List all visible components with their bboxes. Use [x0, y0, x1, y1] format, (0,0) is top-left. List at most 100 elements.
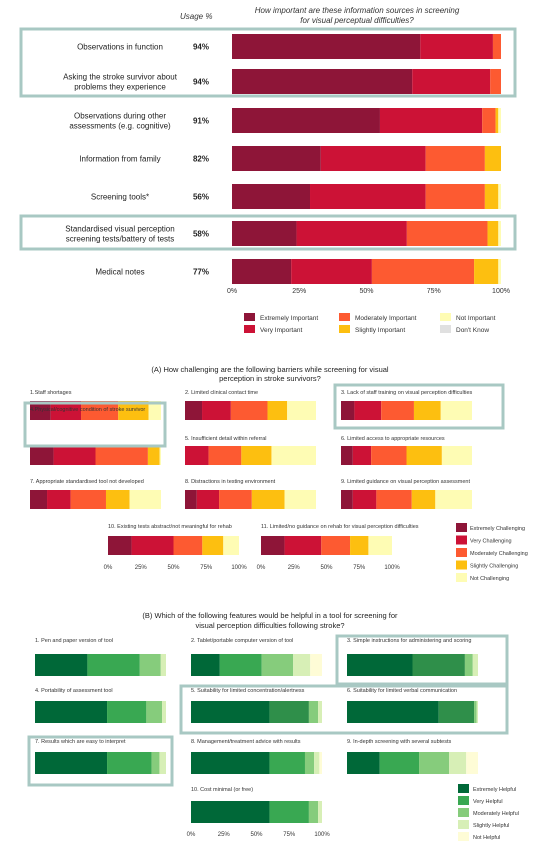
- barrier-bar-2-segment-3: [413, 401, 441, 420]
- feature-bar-7-segment-2: [269, 752, 305, 774]
- barrier-bar-0-segment-4: [148, 401, 161, 420]
- feature-label: 10. Cost minimal (or free): [191, 787, 253, 793]
- importance-legend-label: Not Important: [456, 315, 496, 322]
- barrier-bar-7-segment-1: [196, 490, 220, 509]
- barrier-bar-5-segment-4: [441, 446, 472, 465]
- barrier-legend-label: Not Challenging: [470, 576, 509, 582]
- barrier-bar-9-segment-0: [108, 536, 132, 555]
- barrier-bar-3-segment-4: [159, 446, 161, 465]
- importance-legend-swatch: [244, 313, 255, 321]
- importance-axis-tick-0: 0%: [227, 288, 237, 295]
- importance-bar-2-segment-4: [498, 108, 501, 133]
- importance-category-label: problems they experience: [74, 83, 166, 92]
- feature-bar-6-segment-2: [107, 752, 152, 774]
- barrier-legend-label: Very Challenging: [470, 539, 512, 545]
- feature-bar-1-segment-4: [293, 654, 311, 676]
- barrier-axis-left-tick-0: 0%: [104, 565, 113, 571]
- barrier-bar-10-segment-1: [284, 536, 322, 555]
- barrier-bar-9-segment-1: [131, 536, 174, 555]
- importance-bar-0-segment-0: [232, 34, 421, 59]
- feature-bar-4-segment-0: [191, 701, 270, 723]
- importance-bar-2-segment-0: [232, 108, 380, 133]
- feature-label: 9. In-depth screening with several subte…: [347, 739, 452, 745]
- importance-bar-6-segment-1: [291, 259, 372, 284]
- feature-bar-7-segment-4: [314, 752, 320, 774]
- feature-bar-0-segment-4: [160, 654, 166, 676]
- barrier-bar-8-segment-0: [341, 490, 353, 509]
- feature-legend-swatch: [458, 784, 469, 793]
- feature-bar-1-segment-2: [219, 654, 262, 676]
- barrier-legend-swatch: [456, 535, 467, 545]
- barrier-bar-4-segment-4: [271, 446, 316, 465]
- barrier-label: 10. Existing tests abstract/not meaningf…: [108, 524, 232, 530]
- feature-axis-tick-0: 0%: [187, 832, 196, 838]
- importance-bar-5-segment-2: [406, 221, 488, 246]
- feature-bar-3-segment-3: [146, 701, 163, 723]
- barrier-bar-8-segment-1: [352, 490, 377, 509]
- barrier-bar-2-segment-0: [341, 401, 355, 420]
- feature-label: 6. Suitability for limited verbal commun…: [347, 688, 457, 694]
- importance-axis-tick-3: 75%: [427, 288, 441, 295]
- barrier-bar-4-segment-3: [241, 446, 272, 465]
- barrier-bar-6-segment-0: [30, 490, 48, 509]
- highlight-box-standardised: [19, 214, 517, 251]
- importance-bar-4-segment-2: [425, 184, 485, 209]
- feature-bar-3-segment-2: [107, 701, 147, 723]
- highlight-box-instructions: [335, 634, 509, 686]
- barrier-axis-right-tick-1: 25%: [288, 565, 301, 571]
- features-chart-title: (B) Which of the following features woul…: [142, 611, 398, 630]
- feature-bar-6-segment-3: [151, 752, 160, 774]
- feature-axis-tick-4: 100%: [314, 832, 330, 838]
- feature-label: 7. Results which are easy to interpret: [35, 739, 126, 745]
- usage-value: 82%: [193, 155, 209, 164]
- highlight-box-training: [333, 383, 505, 430]
- importance-chart-title: How important are these information sour…: [255, 6, 460, 25]
- importance-bar-0-segment-1: [420, 34, 493, 59]
- importance-bar-3-segment-2: [425, 146, 485, 171]
- feature-bar-8-segment-2: [379, 752, 420, 774]
- barrier-bar-7-segment-0: [185, 490, 197, 509]
- barrier-label: 11. Limited/no guidance on rehab for vis…: [261, 524, 419, 530]
- barrier-bar-6-segment-3: [105, 490, 130, 509]
- importance-category-label: Screening tools*: [91, 193, 149, 202]
- importance-category-label: Information from family: [79, 155, 160, 164]
- feature-bar-5-segment-0: [347, 701, 439, 723]
- barrier-bar-10-segment-3: [350, 536, 369, 555]
- importance-bar-4-segment-1: [310, 184, 426, 209]
- importance-axis-tick-1: 25%: [292, 288, 306, 295]
- feature-axis-tick-1: 25%: [218, 832, 231, 838]
- barrier-legend-swatch: [456, 560, 467, 570]
- importance-bar-6-segment-0: [232, 259, 292, 284]
- importance-bar-5-segment-4: [498, 221, 501, 246]
- feature-bar-7-segment-0: [191, 752, 270, 774]
- barrier-bar-0-segment-0: [30, 401, 51, 420]
- feature-legend-swatch: [458, 820, 469, 829]
- barrier-bar-0-segment-2: [81, 401, 119, 420]
- feature-bar-4-segment-4: [318, 701, 322, 723]
- barrier-label: 8. Distractions in testing environment: [185, 479, 276, 485]
- feature-bar-4-segment-1: [269, 701, 309, 723]
- feature-bar-3-segment-0: [35, 701, 108, 723]
- barrier-label: 9. Limited guidance on visual perception…: [341, 479, 470, 485]
- usage-value: 56%: [193, 193, 209, 202]
- feature-bar-5-segment-4: [476, 701, 478, 723]
- importance-bar-5-segment-1: [296, 221, 407, 246]
- barrier-bar-8-segment-3: [411, 490, 436, 509]
- feature-bar-8-segment-0: [347, 752, 380, 774]
- feature-bar-9-segment-3: [308, 801, 319, 823]
- highlight-box-interpret: [27, 735, 174, 787]
- barrier-legend-label: Extremely Challenging: [470, 526, 525, 532]
- barrier-legend-swatch: [456, 548, 467, 557]
- barrier-bar-2-segment-1: [354, 401, 382, 420]
- feature-legend-swatch: [458, 808, 469, 817]
- importance-chart: Usage % How important are these informat…: [19, 6, 517, 334]
- feature-bar-0-segment-0: [35, 654, 88, 676]
- feature-bar-7-segment-5: [319, 752, 322, 774]
- barriers-chart: (A) How challenging are the following ba…: [23, 365, 528, 582]
- barrier-bar-7-segment-2: [219, 490, 252, 509]
- barrier-bar-5-segment-0: [341, 446, 353, 465]
- features-chart: (B) Which of the following features woul…: [27, 611, 519, 841]
- barrier-axis-left-tick-4: 100%: [231, 565, 247, 571]
- usage-value: 77%: [193, 268, 209, 277]
- feature-bar-7-segment-3: [304, 752, 315, 774]
